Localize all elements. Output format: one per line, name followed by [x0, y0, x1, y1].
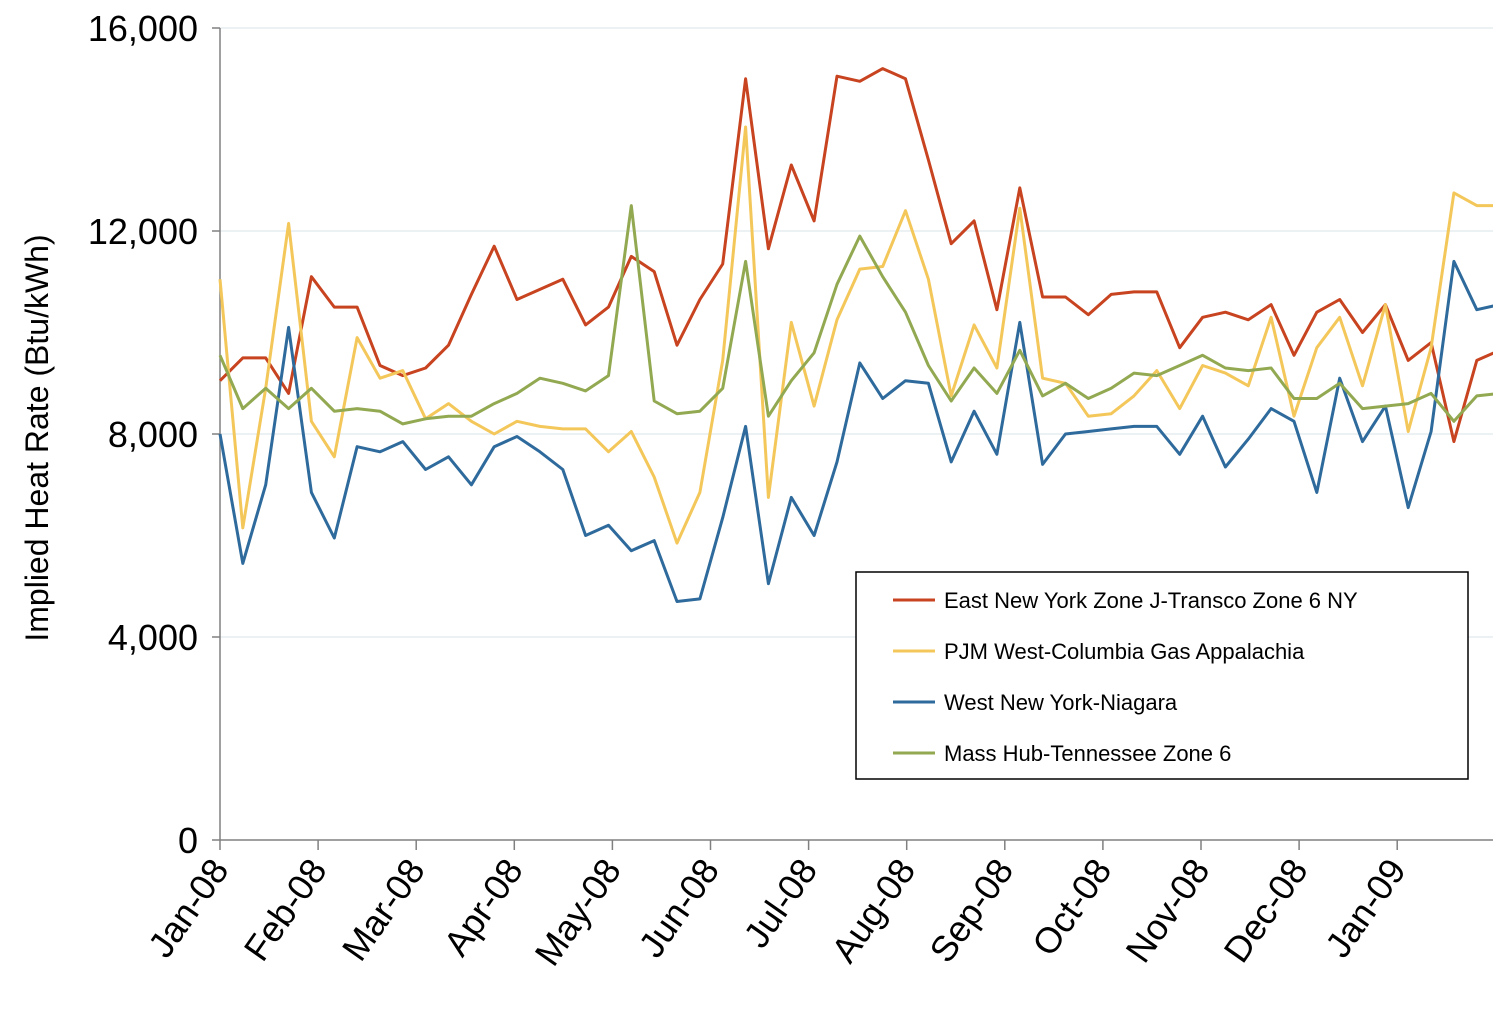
y-tick-label: 4,000 [108, 617, 198, 658]
series-line-1 [218, 67, 1493, 444]
y-tick-labels: 0 4,000 8,000 12,000 16,000 [88, 8, 198, 861]
x-tick-label: Feb-08 [236, 851, 335, 968]
x-tick-label: Jan-08 [140, 851, 237, 965]
y-tick-label: 0 [178, 820, 198, 861]
series-line-3 [218, 259, 1493, 603]
y-tick-label: 12,000 [88, 211, 198, 252]
y-tick-label: 8,000 [108, 414, 198, 455]
y-tick-label: 16,000 [88, 8, 198, 49]
series-line-4 [218, 204, 1493, 426]
x-tick-label: Sep-08 [921, 851, 1021, 970]
series-line-2 [218, 125, 1493, 545]
series-lines [218, 67, 1493, 603]
legend: East New York Zone J-Transco Zone 6 NY PJ… [855, 571, 1469, 780]
legend-label: East New York Zone J-Transco Zone 6 NY [944, 588, 1358, 613]
legend-label: West New York-Niagara [944, 690, 1178, 715]
x-tick-label: Aug-08 [823, 851, 923, 970]
x-tick-label: Jun-08 [630, 851, 727, 965]
x-tick-label: Jul-08 [735, 851, 825, 955]
x-tick-label: Mar-08 [334, 851, 433, 968]
x-tick-label: Nov-08 [1117, 851, 1217, 970]
x-tick-label: Dec-08 [1215, 851, 1315, 970]
legend-box [855, 571, 1469, 780]
x-tick-label: Apr-08 [435, 851, 531, 963]
gridlines [220, 27, 1493, 638]
legend-items: East New York Zone J-Transco Zone 6 NY PJ… [893, 588, 1358, 766]
x-tick-label: Jan-09 [1317, 851, 1414, 965]
x-tick-label: May-08 [527, 851, 629, 973]
x-tick-label: Oct-08 [1024, 851, 1120, 963]
legend-label: Mass Hub-Tennessee Zone 6 [944, 741, 1231, 766]
y-axis-title: Implied Heat Rate (Btu/kWh) [19, 234, 55, 641]
legend-label: PJM West-Columbia Gas Appalachia [944, 639, 1305, 664]
